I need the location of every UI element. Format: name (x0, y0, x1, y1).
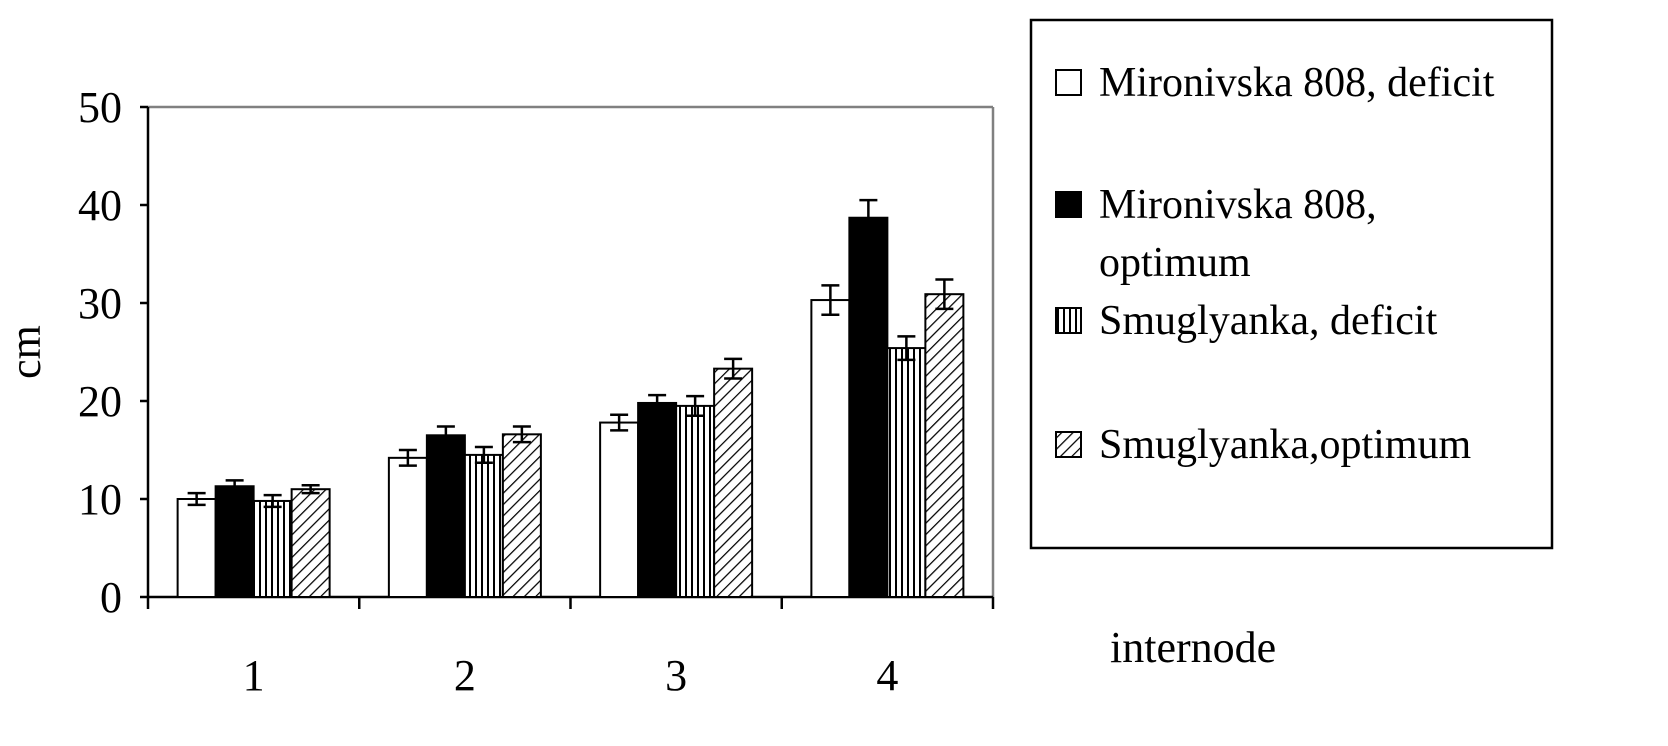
bar (637, 401, 678, 598)
y-tick-label: 20 (78, 377, 122, 426)
bar (810, 299, 851, 598)
legend-label: Smuglyanka, deficit (1099, 298, 1438, 344)
y-axis-title: cm (1, 325, 50, 379)
legend-label-line: optimum (1099, 240, 1251, 286)
bar (501, 433, 542, 598)
legend-label-line: Mironivska 808, (1099, 182, 1377, 228)
bar (713, 367, 754, 598)
y-tick-label: 40 (78, 181, 122, 230)
bar (463, 453, 504, 598)
x-tick-label: 4 (876, 651, 898, 700)
x-tick-label: 1 (243, 651, 265, 700)
x-axis-ticks: 1 2 3 4 (146, 597, 995, 700)
x-axis-title: internode (1110, 623, 1276, 672)
legend-label-line: Smuglyanka, deficit (1099, 298, 1438, 344)
bar (675, 404, 716, 598)
legend-swatch (1055, 191, 1082, 218)
y-tick-label: 10 (78, 475, 122, 524)
legend-swatch (1055, 69, 1082, 96)
y-tick-label: 50 (78, 83, 122, 132)
y-tick-label: 0 (100, 573, 122, 622)
y-axis-ticks: 0 10 20 30 40 50 (78, 83, 148, 622)
legend: Mironivska 808, deficit Mironivska 808, op… (1029, 18, 1554, 550)
bar (290, 488, 331, 599)
legend-label-line: Mironivska 808, deficit (1099, 60, 1495, 106)
legend-swatch (1055, 431, 1082, 458)
x-tick-label: 2 (454, 651, 476, 700)
legend-items: Mironivska 808, deficit Mironivska 808, op… (1055, 60, 1495, 468)
legend-frame (1029, 18, 1554, 550)
x-tick-label: 3 (665, 651, 687, 700)
legend-label-line: Smuglyanka,optimum (1099, 422, 1471, 468)
bar (924, 293, 965, 598)
legend-label: Mironivska 808, deficit (1099, 60, 1495, 106)
bar (848, 216, 889, 599)
bar (425, 434, 466, 598)
bars (176, 198, 965, 599)
y-tick-label: 30 (78, 279, 122, 328)
legend-swatch (1055, 307, 1082, 334)
bar (387, 456, 428, 598)
bar (252, 499, 293, 598)
legend-label: Smuglyanka,optimum (1099, 422, 1471, 468)
bar (214, 485, 255, 599)
bar (599, 421, 640, 598)
bar (886, 347, 927, 598)
bar (176, 498, 217, 598)
legend-label: Mironivska 808, optimum (1099, 182, 1377, 286)
